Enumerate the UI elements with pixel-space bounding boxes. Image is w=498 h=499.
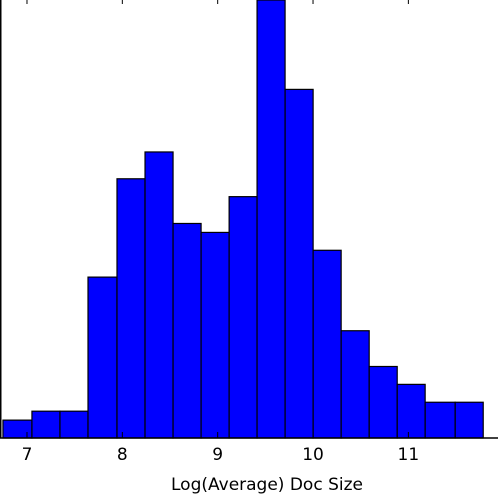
bar xyxy=(59,410,89,439)
bar xyxy=(256,0,286,439)
bar xyxy=(396,383,426,439)
bar xyxy=(424,401,456,439)
bar xyxy=(116,178,146,439)
bar xyxy=(312,249,342,439)
bar xyxy=(172,222,202,439)
x-tick-label: 7 xyxy=(22,445,33,465)
x-tick-label: 11 xyxy=(398,445,420,465)
bar xyxy=(340,330,370,439)
x-tick-label: 8 xyxy=(117,445,128,465)
bar xyxy=(87,276,118,439)
bar xyxy=(144,151,174,439)
bar xyxy=(200,231,230,439)
bar xyxy=(228,196,258,439)
bar xyxy=(31,410,61,439)
x-axis-label: Log(Average) Doc Size xyxy=(171,475,363,495)
bar xyxy=(284,88,314,439)
bar xyxy=(2,419,33,439)
bar xyxy=(454,401,484,439)
x-tick-label: 10 xyxy=(302,445,324,465)
x-tick-label: 9 xyxy=(212,445,223,465)
bar xyxy=(368,365,398,439)
